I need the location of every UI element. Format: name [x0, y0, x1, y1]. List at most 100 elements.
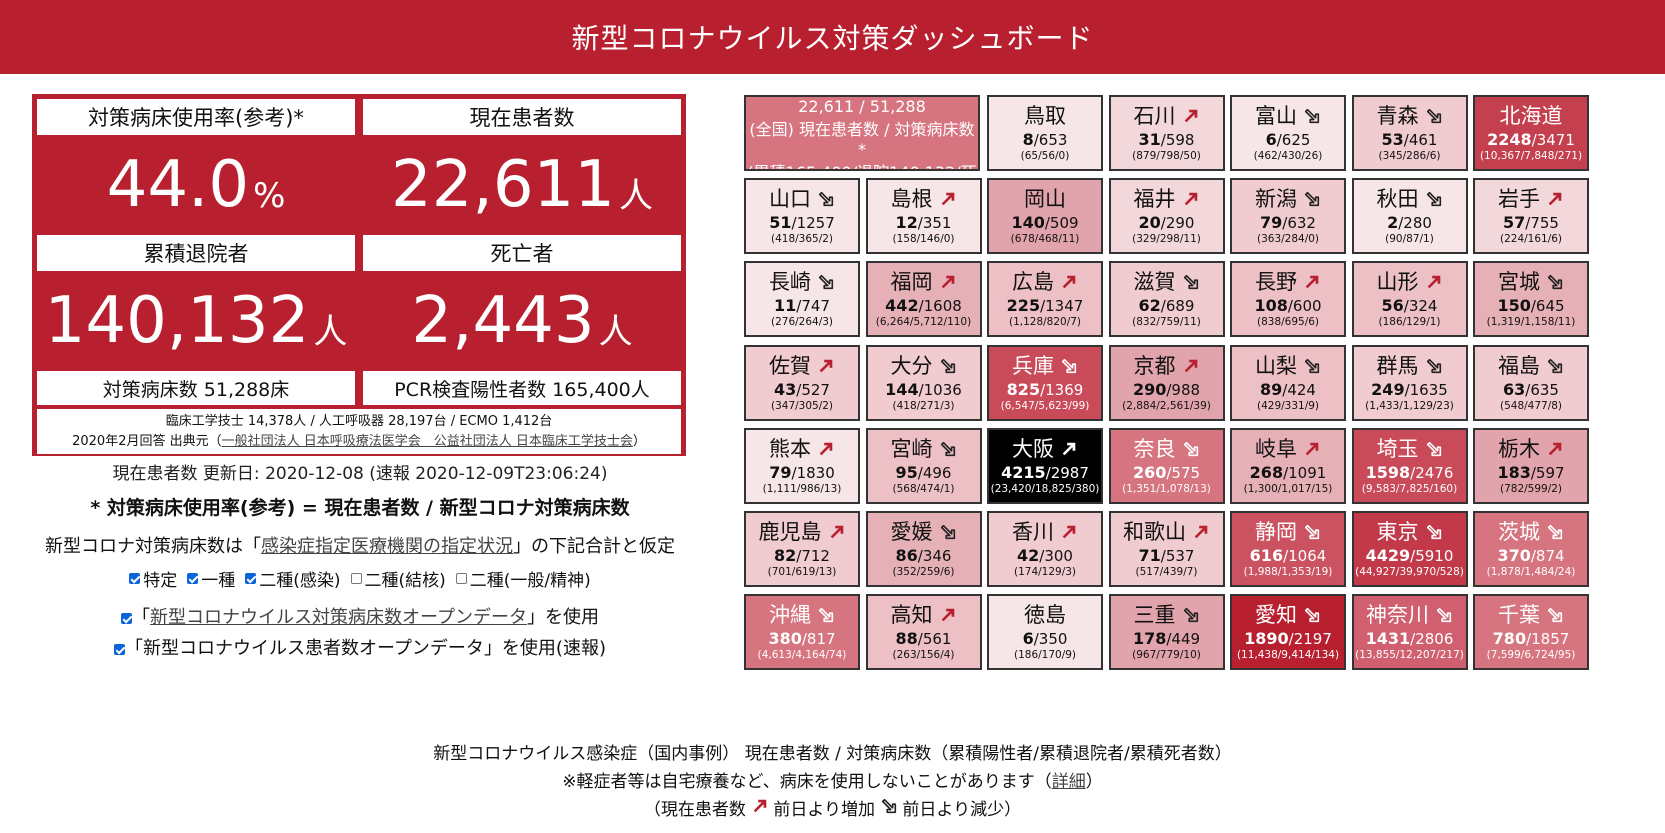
prefecture-tile[interactable]: 長野 108/600 (838/695/6): [1230, 261, 1346, 338]
prefecture-name: 千葉: [1475, 598, 1587, 630]
patients-opendata-checkbox[interactable]: [114, 643, 126, 655]
prefecture-tile[interactable]: 秋田 2/280 (90/87/1): [1351, 178, 1468, 255]
source-link[interactable]: 一般社団法人 日本呼吸療法医学会 公益社団法人 日本臨床工学技士会: [221, 433, 633, 449]
prefecture-tile[interactable]: 徳島 6/350 (186/170/9): [987, 594, 1103, 671]
prefecture-tile[interactable]: 山口 51/1257 (418/365/2): [744, 178, 860, 255]
prefecture-values: 2/280: [1354, 214, 1466, 233]
current-patients: 43: [774, 379, 797, 399]
prefecture-tile[interactable]: 東京 4429/5910 (44,927/39,970/528): [1351, 511, 1468, 587]
prefecture-tile[interactable]: 福井 20/290 (329/298/11): [1108, 178, 1225, 255]
prefecture-tile[interactable]: 沖縄 380/817 (4,613/4,164/74): [744, 594, 860, 671]
prefecture-tile[interactable]: 北海道 2248/3471 (10,367/7,848/271): [1473, 95, 1589, 171]
bed-count: /1091: [1283, 463, 1327, 482]
bed-type-option[interactable]: 特定: [129, 566, 177, 591]
prefecture-tile[interactable]: 石川 31/598 (879/798/50): [1108, 95, 1225, 171]
prefecture-tile[interactable]: 茨城 370/874 (1,878/1,484/24): [1473, 511, 1589, 587]
prefecture-tile[interactable]: 奈良 260/575 (1,351/1,078/13): [1108, 427, 1225, 504]
prefecture-values: 42/300: [989, 547, 1101, 566]
prefecture-name-text: 群馬: [1376, 353, 1419, 378]
prefecture-tile[interactable]: 新潟 79/632 (363/284/0): [1230, 178, 1346, 255]
bed-type-checkbox[interactable]: [455, 573, 467, 584]
bed-type-option[interactable]: 二種(感染): [245, 566, 341, 591]
prefecture-name: 滋賀: [1111, 265, 1223, 297]
prefecture-tile[interactable]: 山形 56/324 (186/129/1): [1351, 261, 1468, 338]
bed-type-checkbox[interactable]: [245, 573, 257, 584]
prefecture-tile[interactable]: 栃木 183/597 (782/599/2): [1473, 427, 1589, 504]
prefecture-name: 兵庫: [989, 349, 1101, 381]
bed-count: /625: [1276, 131, 1311, 149]
prefecture-tile[interactable]: 香川 42/300 (174/129/3): [987, 511, 1103, 587]
beds-opendata-checkbox[interactable]: [121, 612, 133, 624]
prefecture-tile[interactable]: 群馬 249/1635 (1,433/1,129/23): [1351, 344, 1468, 421]
prefecture-tile[interactable]: 福島 63/635 (548/477/8): [1473, 344, 1589, 421]
prefecture-tile[interactable]: 岡山 140/509 (678/468/11): [987, 178, 1103, 255]
designation-status-link[interactable]: 感染症指定医療機関の指定状況: [261, 536, 513, 557]
prefecture-name-text: 北海道: [1499, 104, 1563, 128]
current-patients-unit: 人: [618, 176, 653, 216]
current-patients: 4429: [1365, 546, 1411, 565]
prefecture-values: 108/600: [1232, 296, 1344, 316]
prefecture-tile[interactable]: 大阪 4215/2987 (23,420/18,825/380): [987, 427, 1103, 504]
prefecture-tile[interactable]: 島根 12/351 (158/146/0): [865, 178, 982, 255]
prefecture-tile[interactable]: 鹿児島 82/712 (701/619/13): [744, 511, 860, 587]
prefecture-tile[interactable]: 兵庫 825/1369 (6,547/5,623/99): [987, 344, 1103, 421]
legend-up: 前日より増加: [751, 796, 875, 824]
prefecture-tile[interactable]: 青森 53/461 (345/286/6): [1351, 95, 1468, 171]
prefecture-tile[interactable]: 佐賀 43/527 (347/305/2): [744, 344, 860, 421]
prefecture-tile[interactable]: 山梨 89/424 (429/331/9): [1230, 344, 1346, 421]
prefecture-tile[interactable]: 富山 6/625 (462/430/26): [1230, 95, 1346, 171]
opt2-prefix: 「: [125, 638, 144, 659]
prefecture-tile[interactable]: 宮城 150/645 (1,319/1,158/11): [1473, 261, 1589, 338]
prefecture-tile[interactable]: 岐阜 268/1091 (1,300/1,017/15): [1230, 427, 1346, 504]
national-summary-tile[interactable]: 22,611 / 51,288 (全国) 現在患者数 / 対策病床数* (累積1…: [744, 95, 980, 171]
prefecture-tile[interactable]: 宮崎 95/496 (568/474/1): [865, 427, 982, 504]
prefecture-tile[interactable]: 千葉 780/1857 (7,599/6,724/95): [1473, 594, 1589, 671]
bed-type-label: 特定: [143, 571, 178, 591]
bed-type-checkbox[interactable]: [129, 573, 141, 584]
prefecture-tile[interactable]: 鳥取 8/653 (65/56/0): [987, 95, 1103, 171]
current-patients: 183: [1497, 462, 1531, 482]
prefecture-tile[interactable]: 広島 225/1347 (1,128/820/7): [987, 261, 1103, 338]
prefecture-values: 95/496: [868, 463, 980, 482]
prefecture-name-text: 長崎: [769, 270, 811, 295]
assumption-prefix: 新型コロナ対策病床数は「: [45, 536, 261, 557]
prefecture-values: 12/351: [868, 214, 980, 233]
prefecture-name: 宮城: [1475, 265, 1587, 297]
patients-opendata-link[interactable]: 新型コロナウイルス患者数オープンデータ: [143, 638, 484, 659]
prefecture-detail: (701/619/13): [767, 566, 837, 578]
prefecture-name-text: 埼玉: [1376, 436, 1419, 461]
prefecture-tile[interactable]: 静岡 616/1064 (1,988/1,353/19): [1230, 511, 1346, 587]
current-patients: 108: [1254, 296, 1288, 316]
prefecture-tile[interactable]: 神奈川 1431/2806 (13,855/12,207/217): [1351, 594, 1468, 671]
prefecture-tile[interactable]: 熊本 79/1830 (1,111/986/13): [744, 427, 860, 504]
beds-opendata-link[interactable]: 新型コロナウイルス対策病床数オープンデータ: [150, 607, 527, 628]
prefecture-detail: (7,599/6,724/95): [1486, 649, 1576, 662]
bed-type-option[interactable]: 二種(結核): [350, 566, 446, 591]
prefecture-tile[interactable]: 埼玉 1598/2476 (9,583/7,825/160): [1351, 427, 1468, 504]
prefecture-values: 249/1635: [1354, 380, 1466, 399]
bed-count: /2476: [1410, 463, 1454, 482]
prefecture-tile[interactable]: 京都 290/988 (2,884/2,561/39): [1108, 344, 1225, 421]
prefecture-tile[interactable]: 愛知 1890/2197 (11,438/9,414/134): [1230, 594, 1346, 671]
bed-type-option[interactable]: 一種: [187, 566, 235, 591]
prefecture-tile[interactable]: 長崎 11/747 (276/264/3): [744, 261, 860, 338]
prefecture-name: 新潟: [1232, 182, 1344, 214]
prefecture-tile[interactable]: 高知 88/561 (263/156/4): [865, 594, 982, 671]
current-patients: 89: [1260, 379, 1283, 399]
current-patients: 442: [885, 296, 919, 316]
current-patients: 71: [1138, 546, 1161, 565]
prefecture-tile[interactable]: 福岡 442/1608 (6,264/5,712/110): [865, 261, 982, 338]
prefecture-tile[interactable]: 岩手 57/755 (224/161/6): [1473, 178, 1589, 255]
details-link[interactable]: 詳細: [1051, 772, 1086, 792]
prefecture-tile[interactable]: 滋賀 62/689 (832/759/11): [1108, 261, 1225, 338]
arrow-up-icon: [1060, 272, 1078, 290]
bed-type-option[interactable]: 二種(一般/精神): [455, 566, 591, 591]
bed-type-checkbox[interactable]: [187, 573, 199, 584]
prefecture-tile[interactable]: 三重 178/449 (967/779/10): [1108, 594, 1225, 671]
bed-type-checkbox[interactable]: [350, 573, 362, 584]
arrow-down-icon: [1546, 522, 1564, 540]
current-patients: 51: [769, 213, 792, 233]
prefecture-tile[interactable]: 和歌山 71/537 (517/439/7): [1108, 511, 1225, 587]
prefecture-tile[interactable]: 大分 144/1036 (418/271/3): [865, 344, 982, 421]
prefecture-tile[interactable]: 愛媛 86/346 (352/259/6): [865, 511, 982, 587]
